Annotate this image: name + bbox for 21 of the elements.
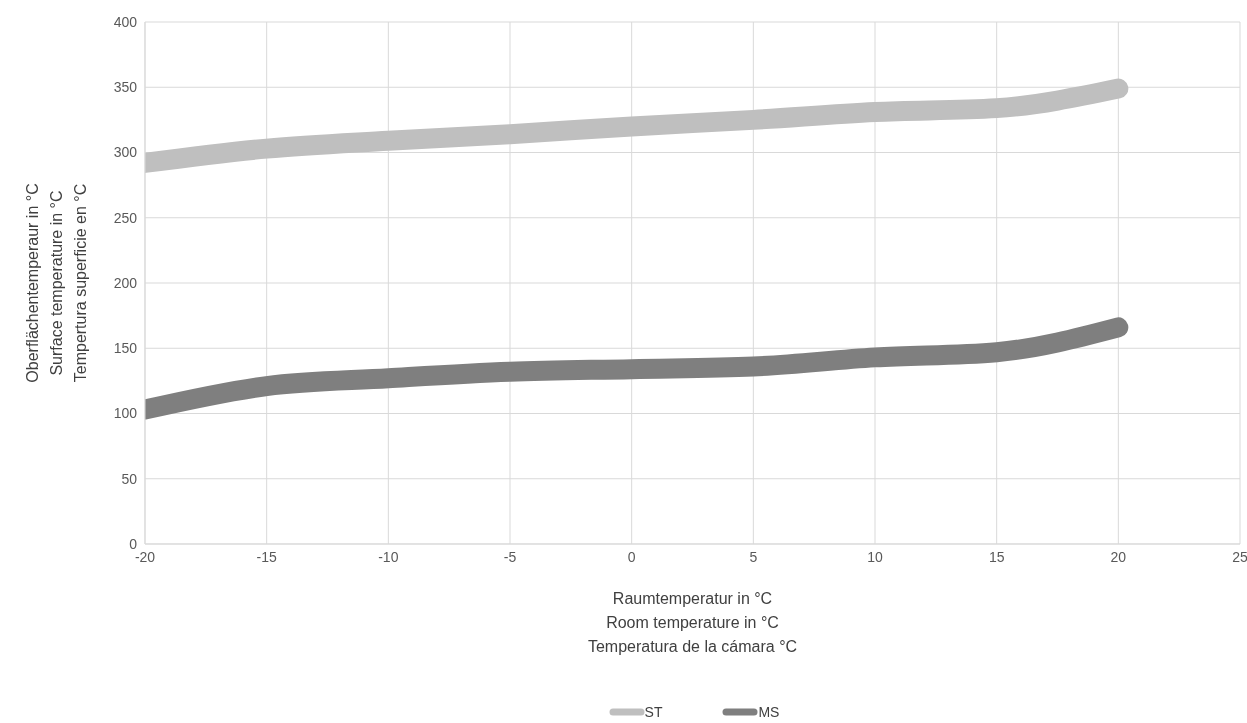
- x-tick-label: -10: [378, 548, 399, 565]
- y-tick-label: 400: [113, 13, 138, 30]
- x-tick-label: 20: [1110, 548, 1127, 565]
- x-tick-label: -15: [256, 548, 277, 565]
- legend-label: ST: [643, 704, 663, 720]
- x-tick-label: 0: [627, 548, 636, 565]
- y-tick-label: 200: [113, 274, 138, 291]
- y-tick-label: 150: [113, 340, 138, 357]
- y-tick-label: 300: [113, 144, 138, 161]
- y-tick-label: 350: [113, 79, 138, 96]
- x-axis-title: Raumtemperatur in °C Room temperature in °C Temperatura de la cámara °C: [587, 590, 798, 655]
- legend-label: MS: [757, 704, 780, 720]
- x-tick-label: 5: [749, 548, 758, 565]
- y-axis-title: Oberflächentemperaur in °C Surface temperature in °C Tempertura superficie en °C: [24, 183, 89, 383]
- x-tick-label: 10: [867, 548, 883, 565]
- y-tick-label: 50: [121, 470, 138, 487]
- x-tick-label: -5: [503, 548, 517, 565]
- x-tick-label: 25: [1232, 548, 1247, 565]
- y-tick-label: 250: [113, 209, 138, 226]
- x-tick-label: 15: [988, 548, 1005, 565]
- y-tick-label: 100: [113, 405, 138, 422]
